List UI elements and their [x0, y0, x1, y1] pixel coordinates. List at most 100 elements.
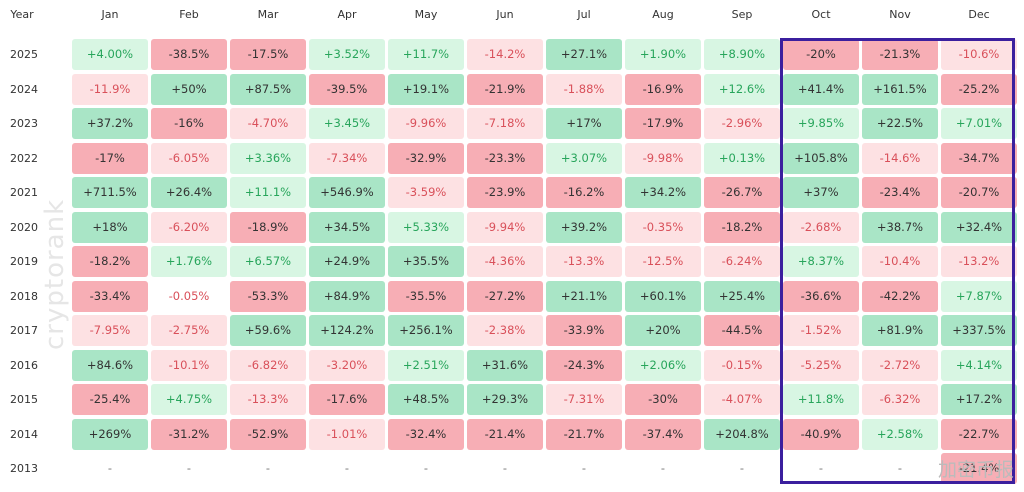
year-label: 2021 — [10, 186, 38, 199]
return-cell: +32.4% — [941, 211, 1017, 243]
return-cell: +9.85% — [783, 108, 859, 139]
return-cell: -21.4% — [467, 418, 543, 450]
year-label: 2025 — [10, 48, 38, 61]
return-cell: -33.9% — [546, 315, 622, 346]
return-cell: -32.9% — [388, 142, 464, 174]
return-cell: -40.9% — [783, 418, 859, 450]
return-cell: -32.4% — [388, 418, 464, 450]
return-cell: +35.5% — [388, 246, 464, 277]
return-cell: -10.6% — [941, 39, 1017, 70]
return-cell: +3.45% — [309, 108, 385, 139]
return-cell: -13.3% — [546, 246, 622, 277]
return-cell: +8.37% — [783, 246, 859, 277]
year-label: 2022 — [10, 151, 38, 165]
return-cell: +546.9% — [309, 177, 385, 208]
month-header: Jan — [101, 8, 119, 21]
return-cell: -35.5% — [388, 280, 464, 312]
return-cell: +26.4% — [151, 177, 227, 208]
return-cell: -0.05% — [151, 280, 227, 312]
month-header: Jul — [577, 8, 591, 21]
return-cell: -13.2% — [941, 246, 1017, 277]
month-header: Apr — [337, 8, 357, 21]
return-cell: - — [344, 461, 350, 475]
year-header: Year — [10, 8, 34, 21]
return-cell: -2.72% — [862, 349, 938, 381]
return-cell: +1.76% — [151, 246, 227, 277]
return-cell: -42.2% — [862, 280, 938, 312]
return-cell: -16% — [151, 108, 227, 139]
return-cell: +5.33% — [388, 211, 464, 243]
return-cell: -17% — [72, 142, 148, 174]
return-cell: -23.3% — [467, 142, 543, 174]
return-cell: +41.4% — [783, 73, 859, 105]
return-cell: -23.9% — [467, 177, 543, 208]
return-cell: +6.57% — [230, 246, 306, 277]
return-cell: -31.2% — [151, 418, 227, 450]
return-cell: +7.87% — [941, 280, 1017, 312]
return-cell: -39.5% — [309, 73, 385, 105]
return-cell: -38.5% — [151, 39, 227, 70]
return-cell: -2.96% — [704, 108, 780, 139]
year-label: 2014 — [10, 427, 38, 441]
return-cell: +39.2% — [546, 211, 622, 243]
return-cell: -2.68% — [783, 211, 859, 243]
return-cell: -20% — [783, 39, 859, 70]
return-cell: -25.4% — [72, 384, 148, 415]
return-cell: +25.4% — [704, 280, 780, 312]
year-label: 2019 — [10, 255, 38, 268]
return-cell: -30% — [625, 384, 701, 415]
return-cell: -1.01% — [309, 418, 385, 450]
watermark: cryptorank — [40, 198, 70, 350]
return-cell: +31.6% — [467, 349, 543, 381]
return-cell: +37% — [783, 177, 859, 208]
return-cell: -9.98% — [625, 142, 701, 174]
return-cell: -14.6% — [862, 142, 938, 174]
return-cell: -7.18% — [467, 108, 543, 139]
return-cell: - — [423, 461, 429, 475]
return-cell: +2.51% — [388, 349, 464, 381]
return-cell: -53.3% — [230, 280, 306, 312]
month-header: Mar — [257, 8, 279, 21]
return-cell: +337.5% — [941, 315, 1017, 346]
return-cell: - — [818, 461, 824, 475]
highlight-box — [780, 38, 1015, 484]
return-cell: +11.1% — [230, 177, 306, 208]
month-header: May — [414, 8, 438, 21]
year-label: 2013 — [10, 462, 38, 475]
return-cell: +38.7% — [862, 211, 938, 243]
return-cell: -9.96% — [388, 108, 464, 139]
return-cell: -7.34% — [309, 142, 385, 174]
month-header: Oct — [811, 8, 831, 21]
month-header: Nov — [889, 8, 911, 21]
return-cell: +7.01% — [941, 108, 1017, 139]
return-cell: -20.7% — [941, 177, 1017, 208]
return-cell: +8.90% — [704, 39, 780, 70]
return-cell: +60.1% — [625, 280, 701, 312]
return-cell: -21.4% — [941, 453, 1017, 484]
return-cell: -6.24% — [704, 246, 780, 277]
return-cell: +105.8% — [783, 142, 859, 174]
return-cell: -12.5% — [625, 246, 701, 277]
return-cell: +2.58% — [862, 418, 938, 450]
return-cell: -10.1% — [151, 349, 227, 381]
return-cell: +11.7% — [388, 39, 464, 70]
return-cell: +20% — [625, 315, 701, 346]
year-label: 2015 — [10, 393, 38, 406]
month-header: Jun — [496, 8, 514, 21]
return-cell: -52.9% — [230, 418, 306, 450]
source-watermark: 加密币报 — [937, 459, 1014, 481]
return-cell: +17% — [546, 108, 622, 139]
return-cell: -6.32% — [862, 384, 938, 415]
return-cell: - — [739, 461, 745, 475]
return-cell: -25.2% — [941, 73, 1017, 105]
return-cell: -34.7% — [941, 142, 1017, 174]
return-cell: +84.6% — [72, 349, 148, 381]
return-cell: - — [107, 461, 113, 475]
return-cell: +29.3% — [467, 384, 543, 415]
return-cell: -21.7% — [546, 418, 622, 450]
return-cell: -27.2% — [467, 280, 543, 312]
year-label: 2023 — [10, 117, 38, 130]
return-cell: -5.25% — [783, 349, 859, 381]
return-cell: -18.2% — [72, 246, 148, 277]
